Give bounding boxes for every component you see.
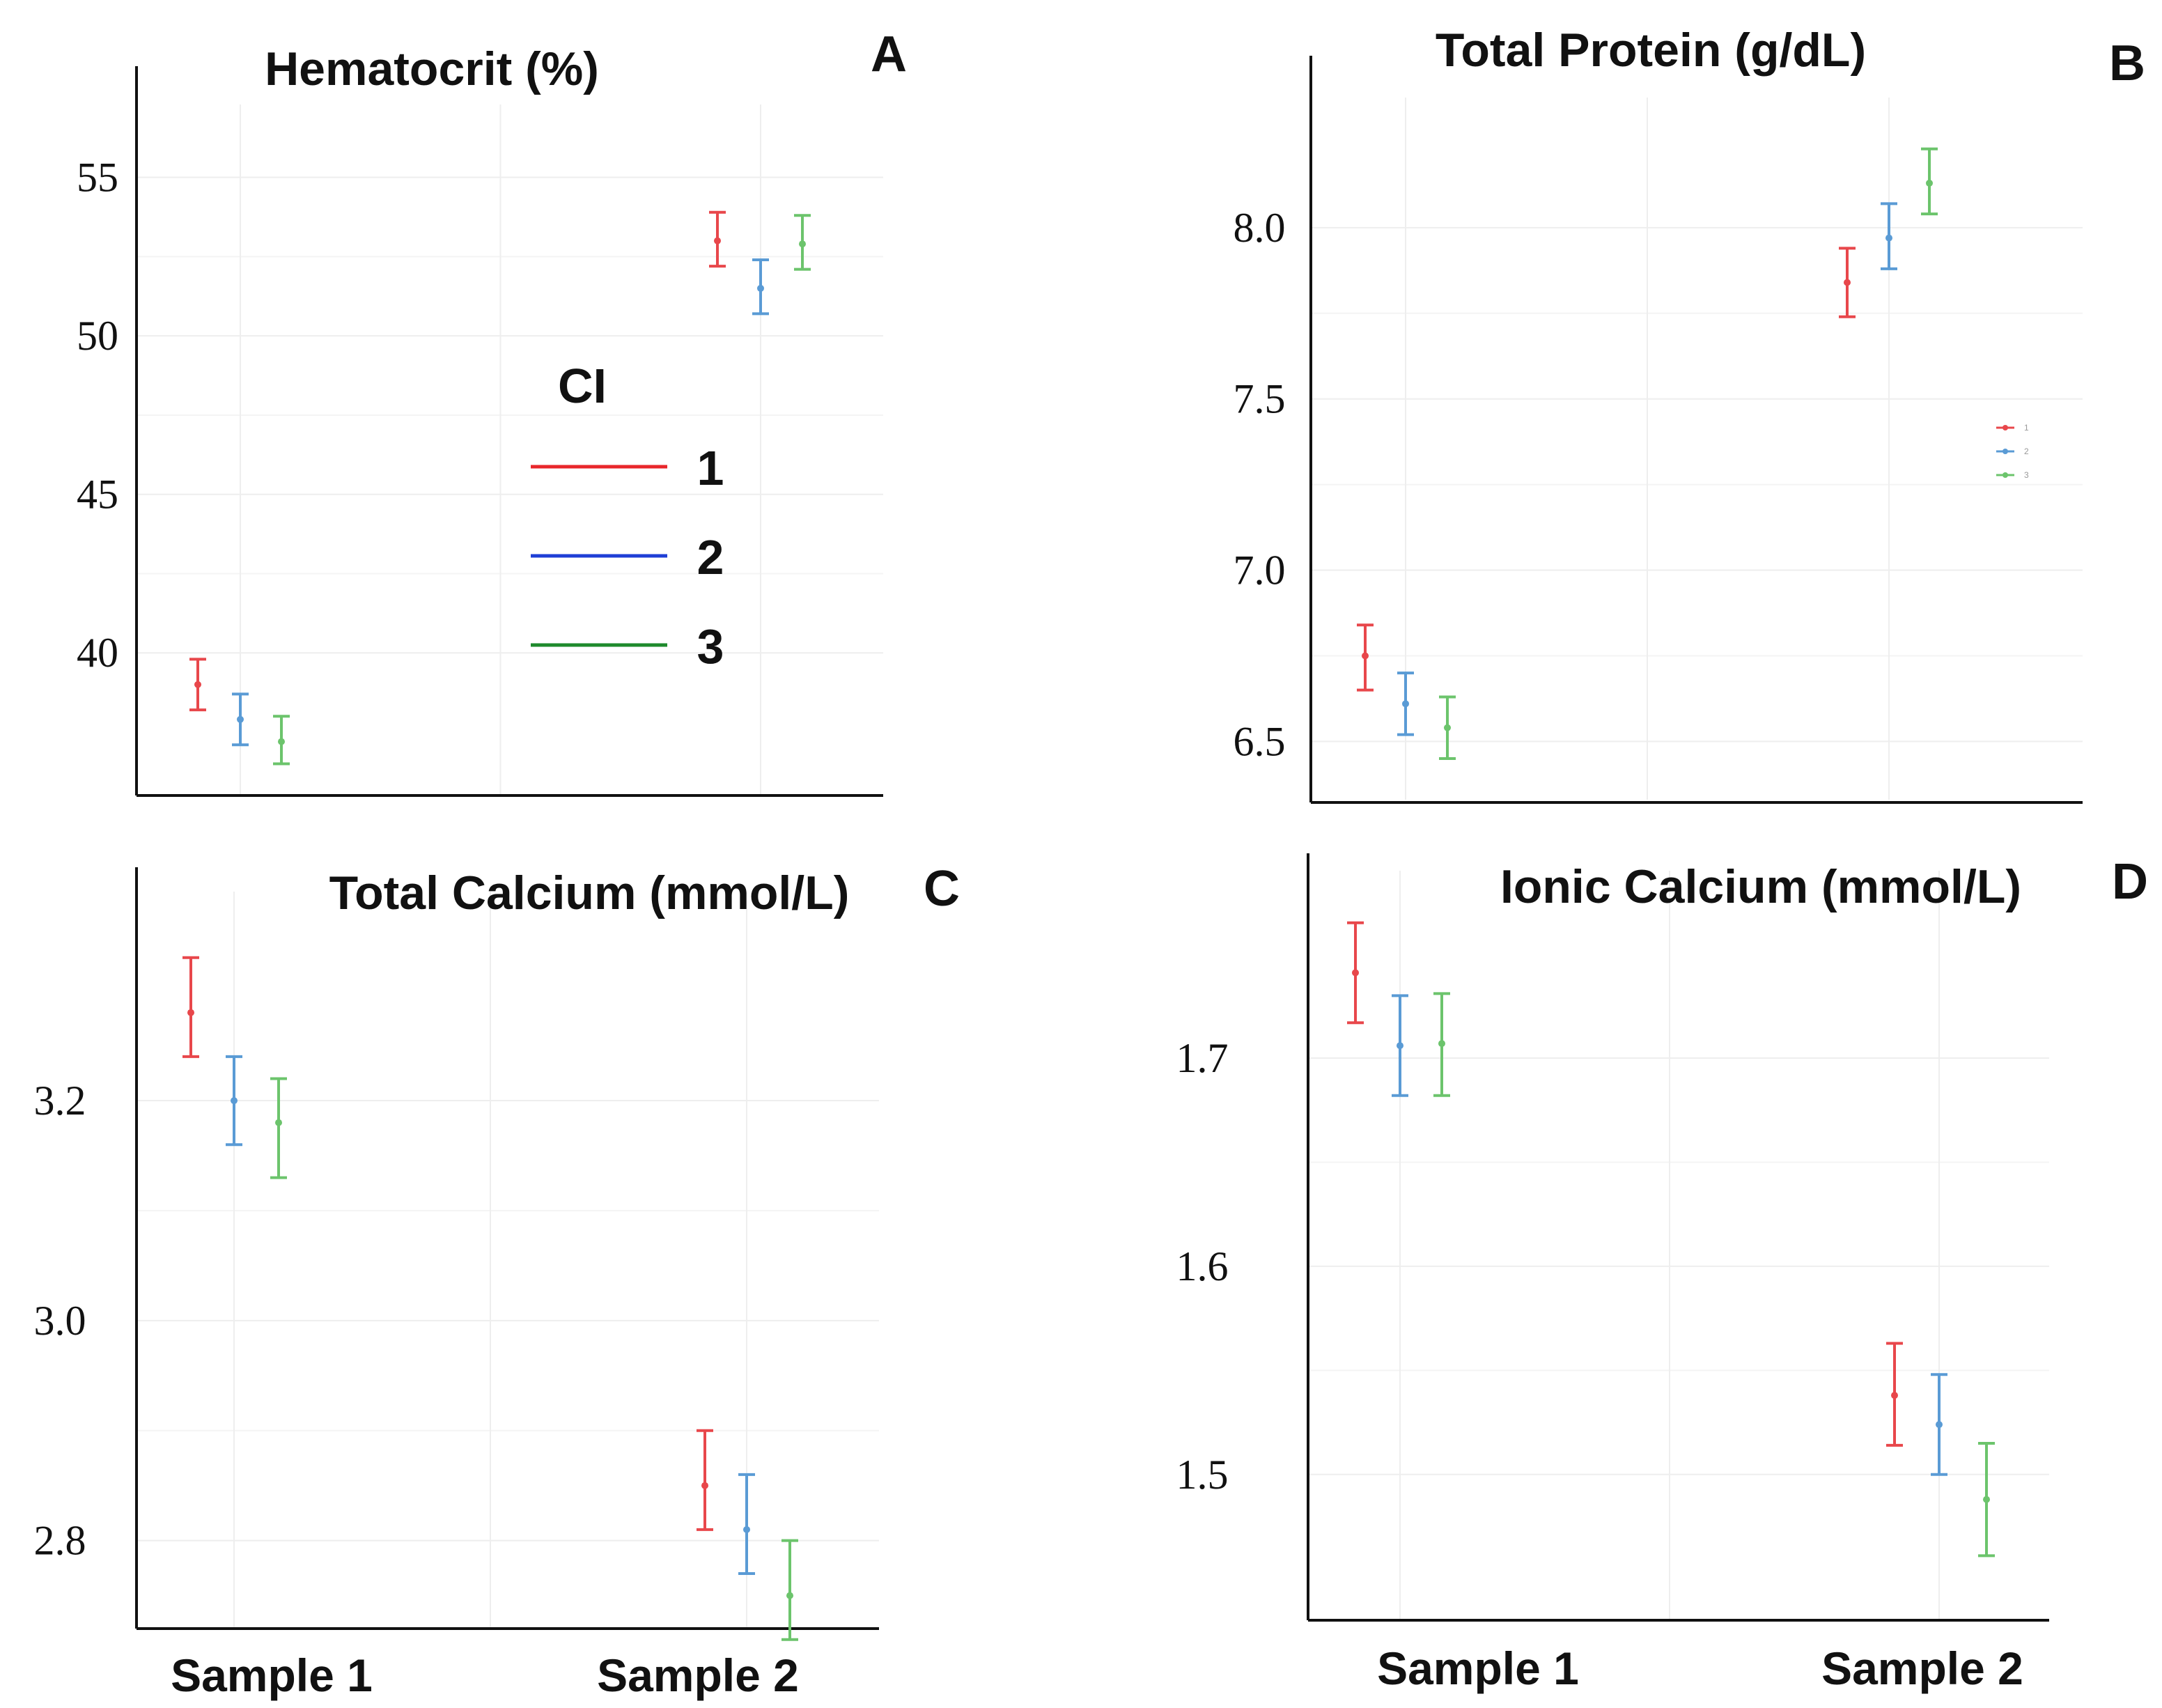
mean-point (1352, 969, 1359, 977)
grid (1311, 98, 2083, 800)
mean-point (1983, 1496, 1990, 1503)
mean-point (743, 1525, 750, 1533)
legend: CI 1 2 3 (531, 359, 724, 674)
mean-point (1885, 234, 1892, 242)
mean-point (786, 1592, 793, 1599)
mean-point (1844, 279, 1851, 286)
series-2 (226, 1055, 755, 1576)
panel-letter: B (2109, 36, 2145, 91)
panel-title: Total Protein (g/dL) (1436, 24, 1866, 77)
mini-legend-dot (2002, 425, 2008, 430)
x-tick-label: Sample 1 (1377, 1643, 1579, 1694)
y-tick-label: 3.0 (34, 1298, 86, 1344)
y-tick-label: 7.5 (1234, 376, 1286, 422)
y-tick-label: 3.2 (34, 1078, 86, 1124)
panel-d: 1.5 1.6 1.7 Ionic Calcium (mmol/L) D Sample 1… (1176, 853, 2148, 1694)
series-1 (1357, 247, 1856, 692)
mean-point (275, 1119, 282, 1126)
legend-title: CI (558, 359, 607, 413)
grid (137, 892, 879, 1629)
y-tick-label: 55 (77, 155, 118, 201)
series-2 (1392, 994, 1947, 1476)
legend-label-1: 1 (697, 441, 724, 495)
panel-title: Total Calcium (mmol/L) (329, 867, 850, 919)
mean-point (1926, 179, 1933, 187)
series-3 (270, 1077, 798, 1641)
panel-a: 40 45 50 55 Hematocrit (%) A (77, 26, 907, 797)
panel-title: Ionic Calcium (mmol/L) (1500, 860, 2021, 913)
mean-point (1891, 1392, 1898, 1399)
series-3 (1439, 147, 1938, 760)
mean-point (1444, 724, 1451, 731)
mean-point (187, 1009, 194, 1016)
y-tick-label: 1.5 (1176, 1452, 1229, 1498)
mean-point (1362, 652, 1369, 660)
mean-point (1402, 700, 1409, 708)
y-tick-label: 8.0 (1234, 205, 1286, 251)
series-3 (273, 214, 811, 766)
series-2 (232, 258, 769, 747)
x-tick-label: Sample 2 (1821, 1643, 2023, 1694)
series-1 (189, 210, 726, 712)
mean-point (237, 715, 244, 723)
mean-point (194, 681, 201, 688)
mini-legend-label: 2 (2024, 447, 2029, 456)
mean-point (701, 1482, 708, 1489)
mean-point (1936, 1421, 1943, 1429)
panel-letter: D (2112, 854, 2148, 910)
series-1 (1347, 921, 1903, 1447)
y-tick-label: 50 (77, 313, 118, 359)
panel-letter: A (871, 26, 907, 82)
y-tick-label: 2.8 (34, 1518, 86, 1564)
grid (1308, 871, 2049, 1620)
series-3 (1433, 992, 1995, 1558)
mini-legend-dot (2002, 449, 2008, 454)
panel-c: 2.8 3.0 3.2 Total Calcium (mmol/L) C Sample 1… (34, 861, 961, 1701)
panel-letter: C (924, 861, 960, 917)
mini-legend-label: 1 (2024, 423, 2029, 433)
panel-title: Hematocrit (%) (265, 42, 599, 95)
mean-point (714, 237, 721, 244)
y-tick-label: 40 (77, 630, 118, 676)
series-2 (1397, 202, 1897, 736)
mini-legend-dot (2002, 472, 2008, 478)
y-tick-label: 6.5 (1234, 718, 1286, 764)
mean-point (1438, 1040, 1445, 1048)
mean-point (231, 1097, 238, 1105)
y-tick-label: 1.6 (1176, 1243, 1229, 1289)
y-tick-label: 1.7 (1176, 1035, 1229, 1081)
mean-point (799, 240, 806, 248)
y-tick-label: 45 (77, 472, 118, 518)
mean-point (278, 738, 285, 745)
series-1 (182, 956, 713, 1531)
mini-legend-label: 3 (2024, 470, 2029, 480)
x-tick-label: Sample 2 (597, 1649, 799, 1701)
y-tick-label: 7.0 (1234, 548, 1286, 593)
mini-legend: 1 2 3 (1996, 423, 2029, 480)
legend-label-3: 3 (697, 619, 724, 674)
x-tick-label: Sample 1 (171, 1649, 373, 1701)
mean-point (757, 284, 764, 292)
mean-point (1397, 1042, 1403, 1050)
legend-label-2: 2 (697, 530, 724, 584)
panel-b: 6.5 7.0 7.5 8.0 Total Protein (g/dL) B (1234, 24, 2145, 804)
grid (137, 104, 883, 795)
